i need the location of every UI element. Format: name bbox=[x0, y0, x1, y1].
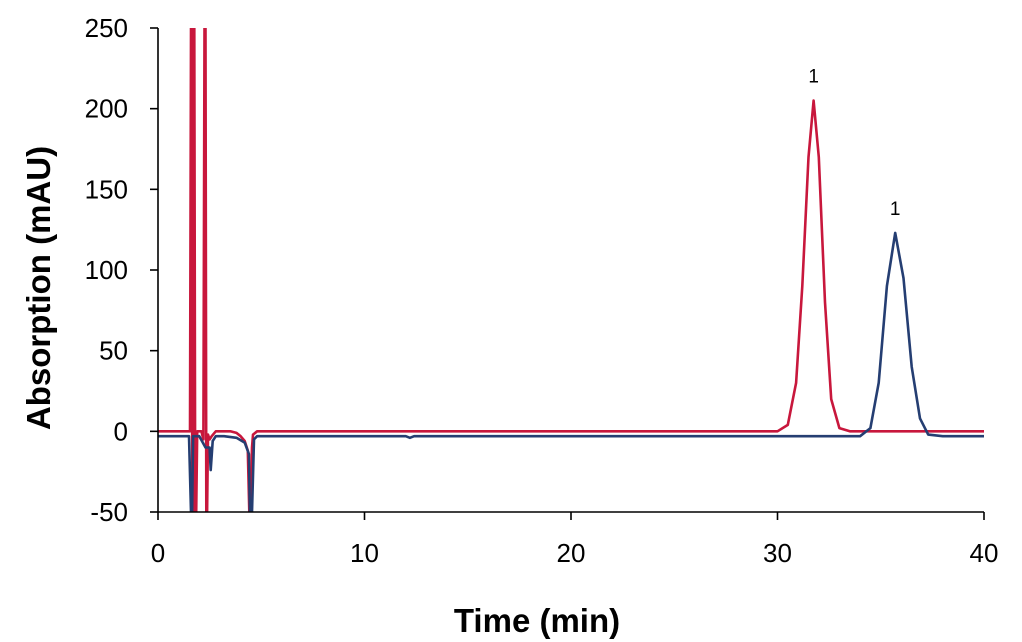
x-tick-label: 30 bbox=[763, 538, 792, 568]
y-tick-label: 150 bbox=[85, 174, 128, 204]
y-tick-label: 250 bbox=[85, 13, 128, 43]
x-tick-label: 10 bbox=[350, 538, 379, 568]
ticks-layer: -50 0 50 100 150 200 250 0 10 20 30 40 bbox=[85, 13, 999, 568]
peak-label: 1 bbox=[808, 67, 819, 88]
x-tick-label: 0 bbox=[151, 538, 165, 568]
y-axis-title: Absorption (mAU) bbox=[20, 146, 57, 430]
y-tick-label: 100 bbox=[85, 255, 128, 285]
y-tick-label: 0 bbox=[114, 416, 128, 446]
x-tick-label: 40 bbox=[970, 538, 999, 568]
annotation-layer: 11 bbox=[808, 67, 900, 220]
y-tick-label: 200 bbox=[85, 94, 128, 124]
axes-layer bbox=[157, 28, 984, 513]
x-tick-label: 20 bbox=[557, 538, 586, 568]
y-tick-label: -50 bbox=[90, 497, 128, 527]
peak-label: 1 bbox=[890, 199, 901, 220]
x-axis-title: Time (min) bbox=[454, 602, 620, 639]
series-line-1 bbox=[158, 28, 984, 512]
series-line-2 bbox=[158, 231, 984, 512]
series-layer bbox=[158, 28, 984, 512]
y-tick-label: 50 bbox=[99, 336, 128, 366]
